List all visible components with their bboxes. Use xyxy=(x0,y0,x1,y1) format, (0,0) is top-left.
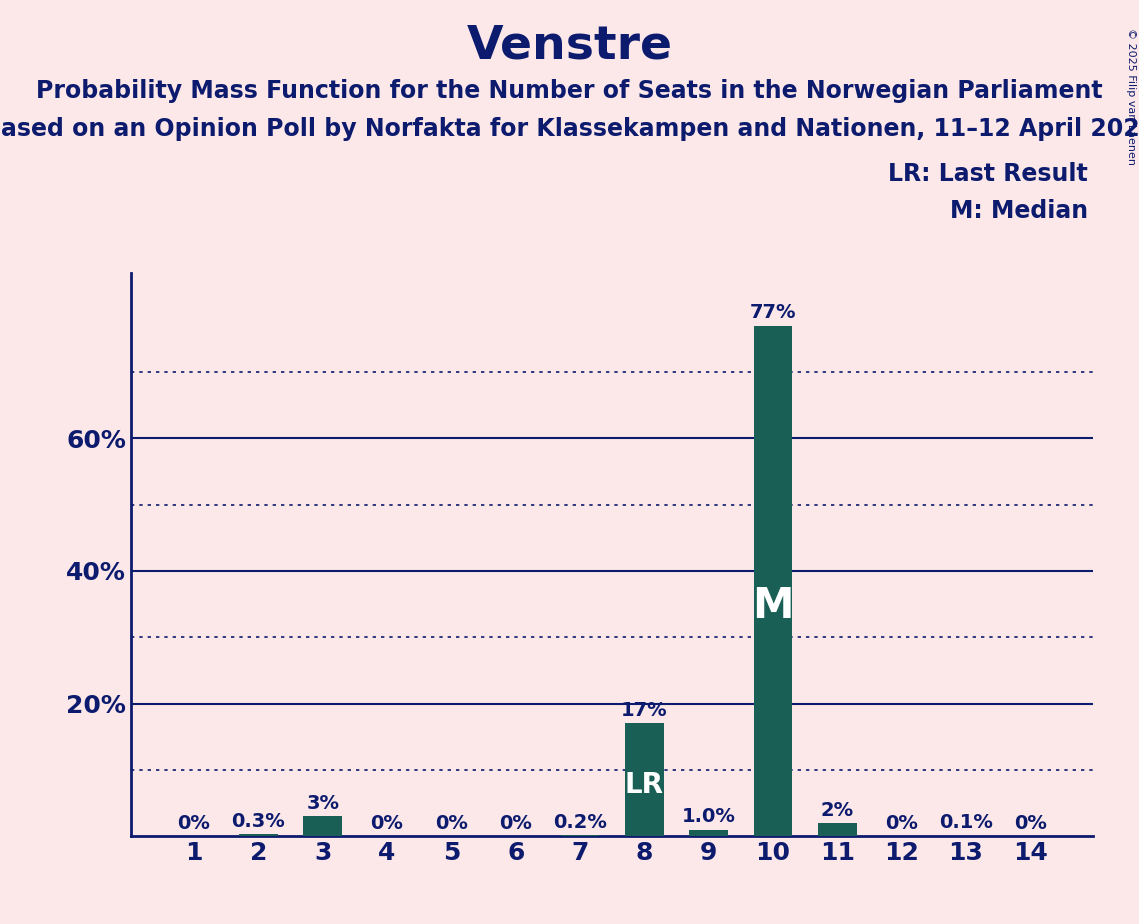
Bar xyxy=(239,834,278,836)
Text: Venstre: Venstre xyxy=(467,23,672,68)
Text: 77%: 77% xyxy=(749,303,796,322)
Text: 0%: 0% xyxy=(885,814,918,833)
Text: © 2025 Filip van Laenen: © 2025 Filip van Laenen xyxy=(1126,28,1136,164)
Bar xyxy=(689,830,728,836)
Text: LR: LR xyxy=(625,772,664,799)
Text: Probability Mass Function for the Number of Seats in the Norwegian Parliament: Probability Mass Function for the Number… xyxy=(36,79,1103,103)
Text: Based on an Opinion Poll by Norfakta for Klassekampen and Nationen, 11–12 April : Based on an Opinion Poll by Norfakta for… xyxy=(0,117,1139,141)
Text: 0%: 0% xyxy=(435,814,468,833)
Text: 3%: 3% xyxy=(306,794,339,813)
Text: 0%: 0% xyxy=(370,814,403,833)
Text: M: Median: M: Median xyxy=(950,199,1088,223)
Text: 0%: 0% xyxy=(1014,814,1047,833)
Bar xyxy=(754,325,793,836)
Bar xyxy=(303,816,342,836)
Text: 0%: 0% xyxy=(499,814,532,833)
Bar xyxy=(818,823,857,836)
Text: 17%: 17% xyxy=(621,701,667,720)
Text: 2%: 2% xyxy=(821,800,854,820)
Text: 0%: 0% xyxy=(178,814,211,833)
Text: 0.2%: 0.2% xyxy=(554,812,607,832)
Text: 0.1%: 0.1% xyxy=(940,813,993,833)
Text: LR: Last Result: LR: Last Result xyxy=(888,162,1088,186)
Text: M: M xyxy=(752,586,794,627)
Bar xyxy=(625,723,664,836)
Text: 0.3%: 0.3% xyxy=(231,812,285,831)
Text: 1.0%: 1.0% xyxy=(682,808,736,826)
Bar xyxy=(560,835,599,836)
